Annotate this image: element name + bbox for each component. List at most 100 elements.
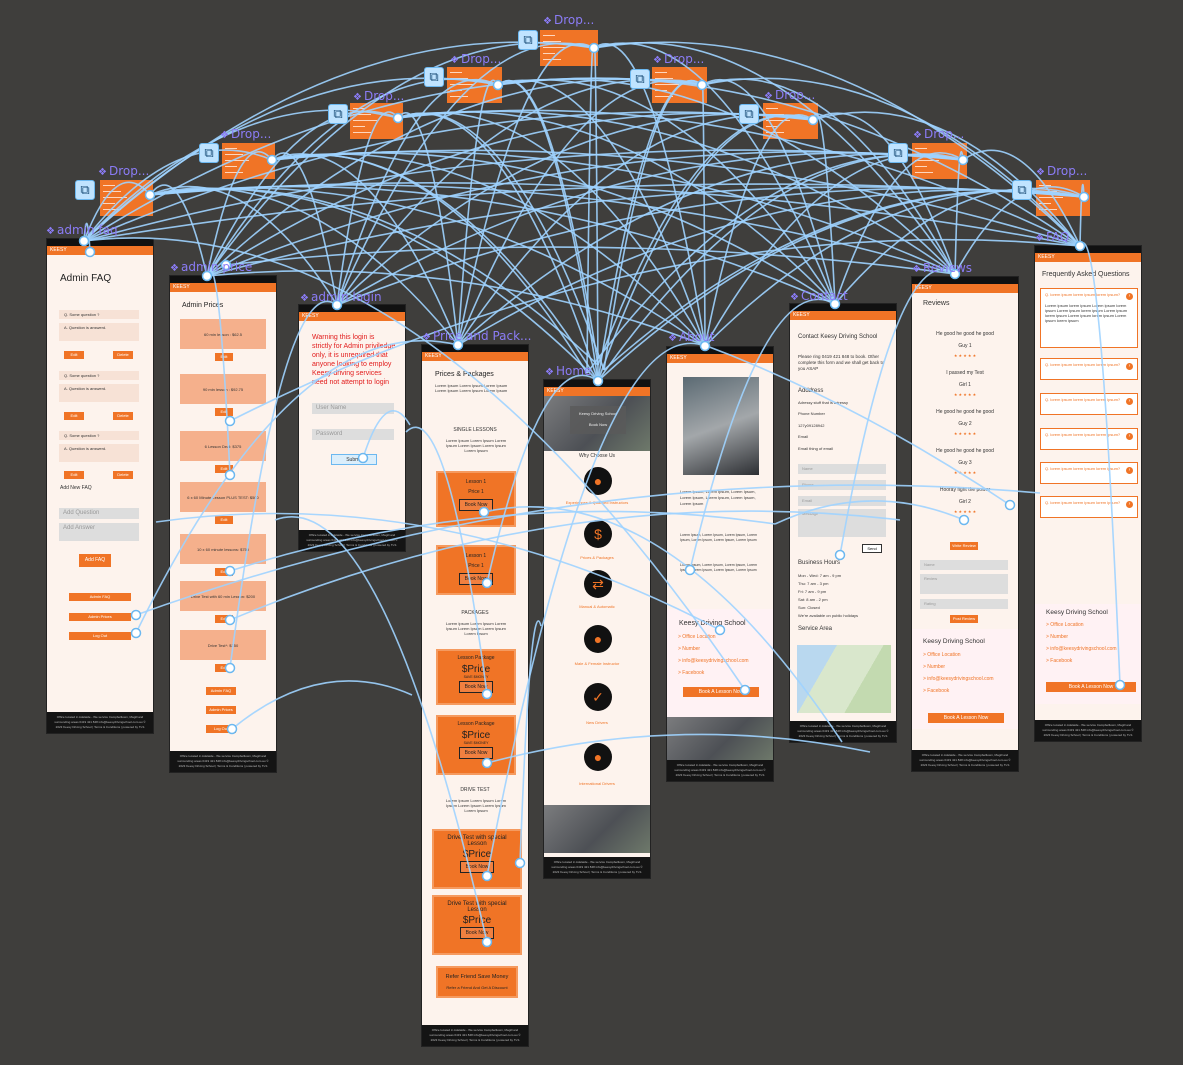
dropdown-menu-item[interactable]	[655, 78, 673, 79]
edit-button[interactable]: Edit	[215, 516, 233, 524]
delete-button[interactable]: Delete	[113, 412, 133, 420]
dropdown-menu-item[interactable]	[1039, 209, 1057, 210]
frame-label-contact[interactable]: ❖ Contact	[790, 289, 848, 303]
book-lesson-button[interactable]: Book A Lesson Now	[683, 687, 759, 697]
component-icon[interactable]: ⧉	[518, 30, 538, 50]
delete-button[interactable]: Delete	[113, 471, 133, 479]
add-faq-button[interactable]: Add FAQ	[79, 554, 111, 567]
dropdown-menu-item[interactable]	[450, 72, 462, 73]
faq-accordion-item[interactable]: Q. lorem ipsum lorem ipsum lorem ipsum? …	[1040, 358, 1138, 380]
dropdown-menu-item[interactable]	[915, 172, 933, 173]
dropdown-menu-item[interactable]	[1039, 185, 1051, 186]
dropdown-menu-item[interactable]	[915, 160, 939, 161]
dropdown-menu-item[interactable]	[1039, 197, 1063, 198]
dropdown-menu-item[interactable]	[103, 203, 115, 204]
contact-link[interactable]: > Number	[1046, 634, 1069, 640]
nav-dropdown[interactable]	[652, 67, 707, 103]
component-icon[interactable]: ⧉	[1012, 180, 1032, 200]
frame-label-dropdown[interactable]: ❖ Drop...	[913, 127, 965, 141]
dropdown-menu-item[interactable]	[353, 126, 365, 127]
submit-button[interactable]: Submit	[331, 454, 377, 465]
frame-label-dropdown[interactable]: ❖ Drop...	[98, 164, 150, 178]
refer-friend-card[interactable]: Refer Friend Save Money Refer a Friend A…	[436, 966, 518, 998]
log-out-button[interactable]: Log Out	[69, 632, 131, 640]
password-input[interactable]: Password	[312, 429, 394, 440]
dropdown-menu-item[interactable]	[543, 41, 561, 42]
post-review-button[interactable]: Post Review	[950, 615, 978, 623]
dropdown-menu-item[interactable]	[766, 120, 790, 121]
dropdown-menu-item[interactable]	[353, 114, 371, 115]
dropdown-menu-item[interactable]	[543, 59, 561, 60]
dropdown-menu-item[interactable]	[543, 47, 567, 48]
edit-button[interactable]: Edit	[215, 664, 233, 672]
contact-link[interactable]: > Office Location	[678, 634, 716, 640]
nav-dropdown[interactable]	[763, 103, 818, 139]
nav-dropdown[interactable]	[222, 143, 275, 179]
component-icon[interactable]: ⧉	[199, 143, 219, 163]
book-now-button[interactable]: Book Now	[459, 861, 495, 873]
chevron-down-icon[interactable]: ›	[1126, 363, 1133, 370]
edit-button[interactable]: Edit	[215, 568, 233, 576]
nav-dropdown[interactable]	[350, 103, 403, 139]
dropdown-menu-item[interactable]	[225, 166, 237, 167]
dropdown-menu-item[interactable]	[543, 35, 555, 36]
frame-label-dropdown[interactable]: ❖ Drop...	[543, 13, 595, 27]
dropdown-menu-item[interactable]	[225, 160, 249, 161]
dropdown-menu-item[interactable]	[450, 96, 468, 97]
add-question-input[interactable]: Add Question	[59, 508, 139, 519]
chevron-down-icon[interactable]: ›	[1126, 433, 1133, 440]
nav-dropdown[interactable]	[912, 143, 967, 179]
dropdown-menu-item[interactable]	[103, 197, 127, 198]
frame-label-prices[interactable]: ❖ Price and Pack...	[422, 329, 532, 343]
dropdown-menu-item[interactable]	[543, 53, 555, 54]
admin-prices-nav-button[interactable]: Admin Prices	[206, 706, 236, 714]
component-icon[interactable]: ⧉	[75, 180, 95, 200]
dropdown-menu-item[interactable]	[655, 84, 679, 85]
dropdown-menu-item[interactable]	[225, 148, 237, 149]
dropdown-menu-item[interactable]	[1039, 203, 1051, 204]
frame-label-reviews[interactable]: ❖ Reviews	[912, 261, 973, 275]
edit-button[interactable]: Edit	[64, 412, 84, 420]
dropdown-menu-item[interactable]	[915, 166, 927, 167]
contact-link[interactable]: > info@keesydrivingschool.com	[923, 676, 994, 682]
component-icon[interactable]: ⧉	[424, 67, 444, 87]
frame-label-admin-faq[interactable]: ❖ admin faq	[46, 223, 118, 237]
send-button[interactable]: Send	[862, 544, 882, 553]
admin-faq-nav-button[interactable]: Admin FAQ	[69, 593, 131, 601]
frame-label-faq[interactable]: ❖ FAQ	[1035, 230, 1070, 244]
write-review-button[interactable]: Write Review	[950, 542, 978, 550]
contact-link[interactable]: > Office Location	[923, 652, 961, 658]
dropdown-menu-item[interactable]	[353, 120, 377, 121]
nav-dropdown[interactable]	[540, 30, 598, 66]
frame-label-dropdown[interactable]: ❖ Drop...	[653, 52, 705, 66]
dropdown-menu-item[interactable]	[353, 108, 365, 109]
book-now-button[interactable]: Book Now	[458, 499, 494, 511]
book-lesson-button[interactable]: Book A Lesson Now	[1046, 682, 1136, 692]
book-lesson-button[interactable]: Book A Lesson Now	[928, 713, 1004, 723]
dropdown-menu-item[interactable]	[450, 90, 462, 91]
dropdown-menu-item[interactable]	[103, 185, 115, 186]
nav-dropdown[interactable]	[447, 67, 502, 103]
edit-button[interactable]: Edit	[215, 408, 233, 416]
dropdown-menu-item[interactable]	[766, 114, 784, 115]
dropdown-menu-item[interactable]	[655, 90, 667, 91]
component-icon[interactable]: ⧉	[328, 104, 348, 124]
admin-faq-nav-button[interactable]: Admin FAQ	[206, 687, 236, 695]
contact-link[interactable]: > Facebook	[923, 688, 950, 694]
review-text-input[interactable]: Review	[920, 574, 1008, 594]
email-input[interactable]: Email	[798, 496, 886, 506]
faq-accordion-item[interactable]: Q. lorem ipsum lorem ipsum lorem ipsum? …	[1040, 428, 1138, 450]
dropdown-menu-item[interactable]	[766, 132, 784, 133]
book-now-button[interactable]: Book Now	[459, 927, 495, 939]
dropdown-menu-item[interactable]	[353, 132, 371, 133]
message-input[interactable]: Message	[798, 509, 886, 537]
username-input[interactable]: User Name	[312, 403, 394, 414]
dropdown-menu-item[interactable]	[915, 154, 933, 155]
add-answer-input[interactable]: Add Answer	[59, 523, 139, 541]
frame-label-dropdown[interactable]: ❖ Drop...	[353, 89, 405, 103]
frame-label-admin-price[interactable]: ❖ admin price	[170, 260, 253, 274]
component-icon[interactable]: ⧉	[888, 143, 908, 163]
nav-dropdown[interactable]	[100, 180, 153, 216]
dropdown-menu-item[interactable]	[766, 126, 778, 127]
book-now-button[interactable]: Book Now	[458, 681, 494, 693]
